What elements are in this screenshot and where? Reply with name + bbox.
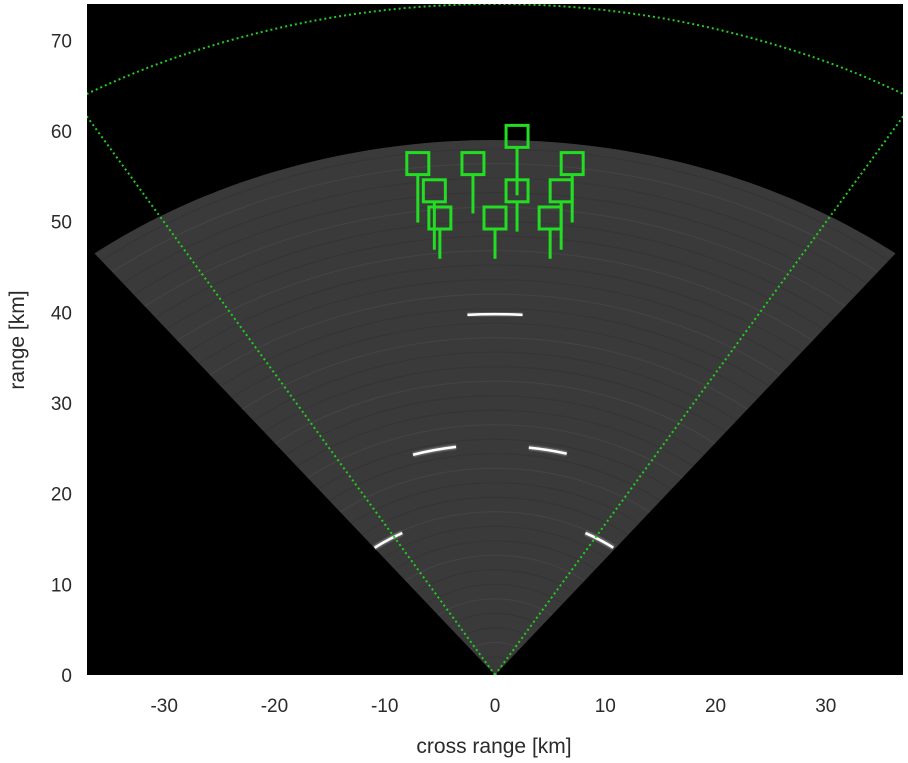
range-texture-ring	[437, 598, 553, 616]
range-texture-ring	[133, 192, 857, 296]
y-tick-label: 70	[51, 31, 72, 52]
range-texture-ring	[339, 467, 651, 513]
track-box	[537, 205, 563, 231]
track-box	[460, 151, 486, 177]
y-tick-label: 50	[51, 213, 72, 234]
y-tick-label: 30	[51, 394, 72, 415]
detection-mark	[584, 531, 614, 549]
x-tick-label: 10	[595, 696, 616, 717]
x-tick-label: 30	[815, 696, 836, 717]
range-texture-ring	[263, 366, 727, 433]
track-box	[421, 178, 447, 204]
track-box	[482, 205, 508, 231]
range-texture-ring	[274, 380, 716, 444]
range-texture-ring	[448, 612, 542, 627]
range-texture-ring	[383, 525, 607, 559]
track-marker	[504, 123, 530, 196]
y-tick-label: 0	[61, 666, 72, 687]
range-texture-ring	[220, 308, 770, 387]
track-marker	[482, 205, 508, 259]
range-texture-ring	[394, 540, 596, 570]
range-texture-ring	[231, 322, 759, 399]
range-texture-ring	[350, 482, 640, 525]
radar-coverage-sector	[94, 140, 896, 675]
range-texture-ring	[155, 221, 835, 319]
x-tick-label: -30	[150, 696, 177, 717]
track-markers	[405, 123, 585, 259]
track-marker	[427, 205, 453, 259]
range-texture-ring	[242, 337, 748, 410]
track-box	[405, 151, 431, 177]
detection-mark	[467, 312, 523, 317]
track-box	[559, 151, 585, 177]
range-texture-ring	[481, 656, 509, 662]
range-texture-ring	[372, 511, 618, 547]
range-texture-ring	[122, 177, 868, 284]
track-marker	[537, 205, 563, 259]
range-texture-ring	[470, 641, 520, 650]
detection-mark	[528, 446, 568, 455]
track-marker	[405, 151, 431, 223]
detection-mark	[412, 445, 457, 456]
y-tick-label: 40	[51, 303, 72, 324]
range-texture-ring	[361, 496, 629, 536]
fov-right-edge	[494, 114, 903, 675]
range-texture-ring	[100, 148, 890, 262]
range-texture-ring	[415, 569, 575, 593]
x-tick-label: 20	[705, 696, 726, 717]
y-tick-label: 60	[51, 122, 72, 143]
y-axis-ticks: 0 10 20 30 40 50 60 70	[51, 31, 72, 687]
track-box	[548, 178, 574, 204]
range-texture-ring	[329, 453, 661, 502]
y-axis-label: range [km]	[6, 290, 29, 389]
x-axis-ticks: -30 -20 -10 0 10 20 30	[150, 696, 836, 717]
x-tick-label: -20	[261, 696, 288, 717]
range-texture-ring	[187, 264, 803, 353]
range-texture-ring	[209, 293, 781, 376]
detection-mark	[373, 531, 403, 549]
track-box	[504, 123, 530, 149]
range-texture-ring	[198, 279, 792, 364]
x-tick-label: -10	[371, 696, 398, 717]
track-box	[427, 205, 453, 231]
track-box	[504, 178, 530, 204]
x-axis-label: cross range [km]	[416, 735, 571, 758]
range-texture-ring	[405, 554, 585, 582]
track-marker	[421, 178, 447, 250]
range-texture-ring	[285, 395, 705, 456]
range-texture-ring	[307, 424, 683, 479]
range-texture-ring	[318, 438, 672, 490]
range-texture-ring	[459, 627, 531, 639]
range-texture-ring	[252, 351, 738, 422]
range-texture-ring	[296, 409, 694, 467]
plot-area	[87, 4, 903, 675]
range-texture-ring	[111, 162, 879, 273]
range-texture-ring	[426, 583, 564, 605]
x-tick-label: 0	[490, 696, 501, 717]
fov-left-edge	[87, 114, 496, 675]
y-tick-label: 10	[51, 575, 72, 596]
track-marker	[504, 178, 530, 232]
y-tick-label: 20	[51, 485, 72, 506]
track-marker	[460, 151, 486, 214]
